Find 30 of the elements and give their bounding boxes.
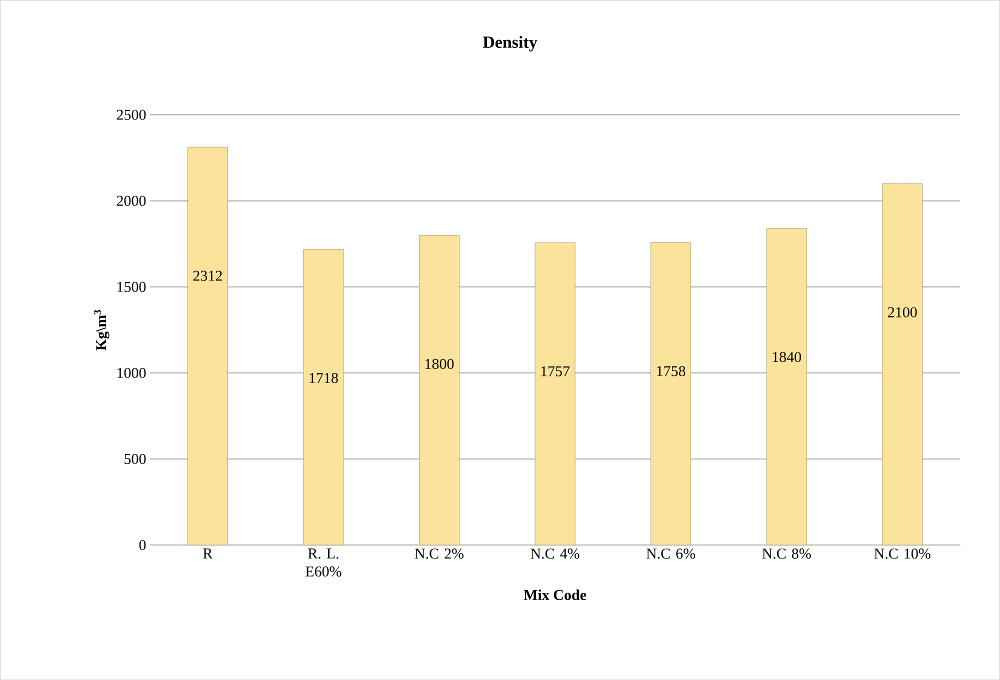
bar: [187, 147, 228, 546]
data-label: 1757: [541, 366, 570, 376]
x-tick-label: R. L. E60%: [306, 548, 342, 577]
y-tick-label: 2500: [116, 110, 146, 120]
bar: [766, 228, 807, 546]
x-tick-label: N.C 6%: [646, 548, 696, 559]
bar: [534, 242, 576, 546]
bar: [650, 242, 692, 546]
y-tick-label: 500: [124, 454, 146, 464]
bar: [419, 235, 460, 546]
x-axis-title: Mix Code: [524, 590, 586, 600]
y-tick-label: 0: [139, 540, 146, 550]
bar: [882, 183, 923, 546]
y-tick-label: 2000: [116, 196, 146, 206]
data-label: 2100: [888, 307, 917, 318]
data-label: 1718: [310, 373, 338, 384]
bar: [303, 249, 344, 546]
x-tick-label: R: [203, 548, 213, 558]
x-tick-label: N.C 10%: [874, 548, 930, 559]
data-label: 1800: [426, 358, 454, 370]
data-label: 1758: [657, 366, 686, 376]
x-tick-label: N.C 8%: [762, 548, 811, 559]
x-tick-label: N.C 4%: [530, 548, 580, 559]
y-axis-title: Kg\m$^{3}$: [94, 310, 110, 351]
data-label: 1840: [772, 352, 802, 362]
x-tick-label: N.C 2%: [414, 548, 464, 559]
chart-title: Density: [482, 36, 538, 52]
y-tick-label: 1000: [118, 368, 146, 378]
y-tick-label: 1500: [118, 282, 146, 292]
data-label: 2312: [193, 270, 222, 281]
